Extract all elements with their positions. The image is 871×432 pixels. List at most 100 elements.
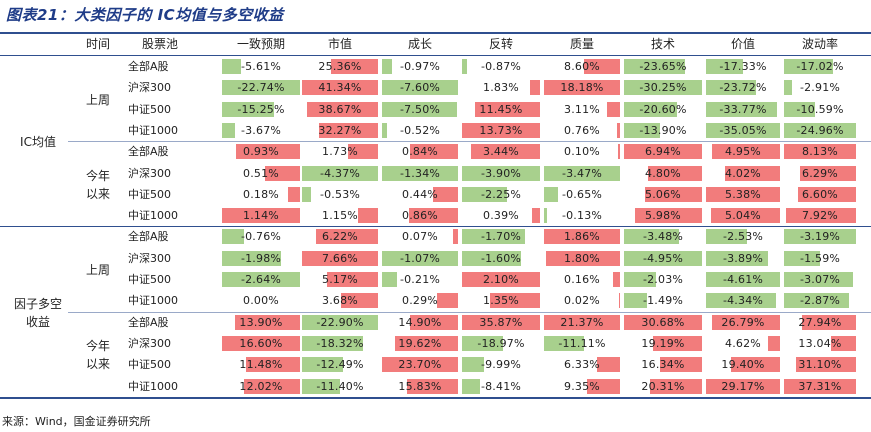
value-text: 0.18%	[243, 187, 279, 201]
value-text: 15.83%	[398, 379, 442, 393]
positive-bar	[802, 314, 856, 330]
value-cell: 0.18%	[222, 185, 300, 204]
negative-bar	[222, 250, 281, 266]
value-text: 4.02%	[725, 166, 761, 180]
value-text: -3.19%	[799, 230, 841, 244]
value-text: -1.98%	[240, 251, 282, 265]
negative-bar	[382, 250, 458, 266]
negative-bar	[624, 80, 702, 96]
value-text: -1.60%	[480, 251, 522, 265]
positive-bar	[331, 59, 378, 74]
value-text: -35.05%	[719, 123, 767, 137]
value-text: 11.45%	[479, 102, 523, 116]
value-cell: 0.76%	[544, 121, 620, 140]
value-cell: 0.93%	[222, 142, 300, 161]
value-cell: 19.19%	[624, 334, 702, 353]
value-cell: -11.11%	[544, 334, 620, 353]
value-text: -4.95%	[642, 251, 684, 265]
positive-bar	[437, 293, 458, 309]
positive-bar	[597, 357, 620, 373]
value-cell: -1.59%	[784, 249, 856, 268]
value-cell: 0.29%	[382, 291, 458, 310]
value-text: 13.73%	[479, 123, 523, 137]
negative-bar	[222, 59, 242, 74]
value-cell: -35.05%	[706, 121, 780, 140]
stock-pool-label: 全部A股	[128, 60, 169, 73]
negative-bar	[706, 250, 769, 266]
value-cell: 1.15%	[302, 206, 378, 225]
positive-bar	[606, 101, 620, 117]
stock-pool-label: 全部A股	[128, 145, 169, 159]
value-cell: -12.49%	[302, 355, 378, 374]
value-text: -3.89%	[722, 251, 764, 265]
period-separator	[68, 141, 871, 143]
positive-bar	[462, 272, 540, 287]
positive-bar	[710, 208, 780, 224]
negative-bar	[222, 272, 300, 287]
header-top-rule	[0, 32, 871, 34]
value-cell: -3.48%	[624, 227, 702, 246]
negative-bar	[302, 165, 378, 181]
negative-bar	[544, 186, 559, 202]
positive-bar	[711, 144, 780, 160]
value-text: 6.29%	[802, 166, 838, 180]
value-cell: -2.53%	[706, 227, 780, 246]
value-text: 29.17%	[721, 379, 765, 393]
positive-bar	[453, 229, 458, 245]
value-cell: 23.70%	[382, 355, 458, 374]
value-text: -3.67%	[240, 123, 282, 137]
value-cell: -0.21%	[382, 270, 458, 289]
negative-bar	[544, 335, 584, 351]
value-cell: -23.72%	[706, 78, 780, 97]
value-cell: 3.44%	[462, 142, 540, 161]
negative-bar	[784, 293, 849, 309]
negative-bar	[382, 122, 388, 138]
value-text: -9.99%	[480, 358, 522, 372]
positive-bar	[544, 80, 620, 96]
negative-bar	[222, 229, 245, 245]
period-label: 今年 以来	[85, 339, 110, 372]
negative-bar	[302, 378, 340, 394]
value-cell: -1.49%	[624, 291, 702, 310]
value-cell: -13.90%	[624, 121, 702, 140]
negative-bar	[784, 229, 856, 245]
value-cell: 11.45%	[462, 100, 540, 119]
value-text: -0.65%	[561, 187, 603, 201]
value-cell: -11.40%	[302, 377, 378, 396]
table-bottom-rule	[0, 396, 871, 399]
value-text: 6.60%	[802, 187, 838, 201]
negative-bar	[624, 272, 656, 287]
value-text: -17.33%	[719, 60, 767, 73]
value-text: 0.10%	[564, 145, 600, 159]
positive-bar	[489, 293, 540, 309]
negative-bar	[624, 250, 702, 266]
stock-pool-label: 中证500	[128, 102, 171, 116]
positive-bar	[246, 357, 300, 373]
negative-bar	[784, 250, 820, 266]
positive-bar	[624, 144, 702, 160]
negative-bar	[302, 357, 344, 373]
value-cell: 0.84%	[382, 142, 458, 161]
value-cell: 41.34%	[302, 78, 378, 97]
value-cell: 0.44%	[382, 185, 458, 204]
value-cell: -22.74%	[222, 78, 300, 97]
negative-bar	[706, 80, 757, 96]
positive-bar	[800, 165, 856, 181]
value-cell: -3.07%	[784, 270, 856, 289]
value-cell: 4.02%	[706, 164, 780, 183]
positive-bar	[326, 272, 378, 287]
value-cell: 6.60%	[784, 185, 856, 204]
value-cell: 0.02%	[544, 291, 620, 310]
value-cell: 16.34%	[624, 355, 702, 374]
positive-bar	[706, 378, 780, 394]
value-cell: 26.79%	[706, 313, 780, 332]
value-text: -7.50%	[399, 102, 441, 116]
negative-bar	[784, 272, 854, 287]
positive-bar	[645, 186, 702, 202]
value-text: -1.59%	[799, 251, 841, 265]
value-text: -1.49%	[642, 294, 684, 308]
value-cell: 13.90%	[222, 313, 300, 332]
positive-bar	[234, 314, 300, 330]
value-text: 30.68%	[641, 315, 685, 329]
value-text: 1.73%	[322, 145, 358, 159]
